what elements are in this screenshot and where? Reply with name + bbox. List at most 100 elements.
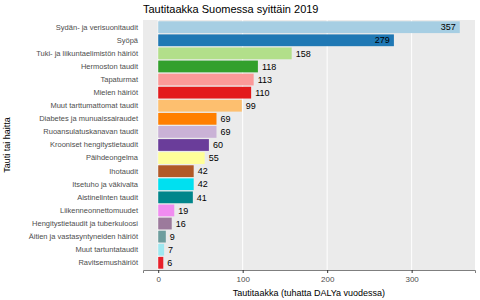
y-tick-label: Muut tartuntataudit [75, 245, 138, 254]
bar [158, 74, 253, 86]
y-tick: Sydän- ja verisuonitaudit [56, 23, 139, 32]
y-tick: Päihdeongelma [86, 153, 139, 162]
y-tick: Muut tarttumattomat taudit [50, 101, 138, 110]
y-tick: Ravitsemushäiriöt [78, 258, 139, 267]
data-label: 113 [258, 75, 272, 85]
bar [158, 47, 291, 59]
bar [158, 152, 204, 164]
grid-line [327, 20, 328, 270]
bar [158, 178, 193, 190]
x-axis-line [144, 271, 476, 274]
grid-line [411, 20, 412, 270]
data-label: 158 [296, 49, 311, 59]
y-tick-label: Äitien ja vastasyntyneiden häiriöt [29, 232, 139, 241]
bars [158, 21, 460, 268]
x-tick-label: 100 [237, 275, 251, 284]
data-label: 42 [198, 166, 208, 176]
x-tick-mark [327, 270, 328, 273]
y-tick: Itsetuho ja väkivalta [72, 180, 139, 189]
bar [158, 165, 193, 177]
data-label: 55 [209, 153, 219, 163]
y-tick: Hermoston taudit [81, 62, 139, 71]
y-tick-label: Mielen häiriöt [93, 88, 139, 97]
y-tick: Äitien ja vastasyntyneiden häiriöt [29, 232, 139, 241]
y-tick-label: Sydän- ja verisuonitaudit [56, 23, 139, 32]
x-tick-label: 300 [405, 275, 419, 284]
bar [158, 218, 172, 230]
y-tick-label: Krooniset hengitystietaudit [50, 140, 139, 149]
y-tick: Tuki- ja liikuntaelimistön häiriöt [36, 49, 139, 58]
y-tick-label: Ruoansulatuskanavan taudit [43, 127, 139, 136]
y-tick: Syöpä [117, 36, 139, 45]
x-tick: 100 [237, 270, 251, 284]
bar [158, 205, 174, 217]
data-label: 69 [220, 114, 230, 124]
data-label: 69 [220, 127, 230, 137]
bar [158, 34, 394, 46]
y-tick-label: Liikenneonnettomuudet [60, 206, 139, 215]
bar [158, 87, 251, 99]
chart-title: Tautitaakka Suomessa syittäin 2019 [143, 3, 319, 15]
y-tick-label: Syöpä [117, 36, 139, 45]
y-tick: Aistinelinten taudit [77, 193, 139, 202]
y-tick-label: Diabetes ja munuaissairaudet [39, 114, 139, 123]
bar [158, 61, 258, 73]
y-tick-label: Tuki- ja liikuntaelimistön häiriöt [36, 49, 139, 58]
x-axis: 0 100 200 300 [144, 270, 476, 284]
data-label: 42 [198, 179, 208, 189]
x-tick-mark [243, 270, 244, 273]
data-label: 9 [170, 232, 175, 242]
y-tick: Hengitystietaudit ja tuberkuloosi [32, 219, 138, 228]
x-tick: 200 [321, 270, 335, 284]
y-tick: Ruoansulatuskanavan taudit [43, 127, 139, 136]
x-tick-mark [158, 270, 159, 273]
data-label: 110 [255, 88, 269, 98]
x-tick: 300 [405, 270, 419, 284]
grid [158, 20, 411, 270]
y-tick-label: Aistinelinten taudit [77, 193, 139, 202]
data-label: 7 [168, 245, 173, 255]
y-tick: Liikenneonnettomuudet [60, 206, 139, 215]
data-label: 41 [197, 193, 207, 203]
bar [158, 257, 163, 269]
x-tick-mark [412, 270, 413, 273]
x-tick: 0 [156, 270, 161, 284]
x-tick-label: 200 [321, 275, 335, 284]
data-label: 99 [246, 101, 256, 111]
bar [158, 231, 166, 243]
data-labels: 3572791581181131109969696055424241191697… [167, 22, 456, 268]
bar [158, 126, 216, 138]
y-axis-title: Tauti tai haitta [2, 117, 12, 173]
y-tick-label: Päihdeongelma [86, 153, 139, 162]
data-label: 19 [178, 206, 188, 216]
y-tick-label: Muut tarttumattomat taudit [50, 101, 138, 110]
bar [158, 244, 164, 256]
data-label: 118 [262, 62, 276, 72]
data-label: 16 [176, 219, 186, 229]
bar [158, 139, 209, 151]
y-tick-label: Hengitystietaudit ja tuberkuloosi [32, 219, 138, 228]
bar [158, 113, 216, 125]
y-tick-label: Hermoston taudit [81, 62, 139, 71]
y-tick: Muut tartuntataudit [75, 245, 138, 254]
y-tick-label: Tapaturmat [100, 75, 138, 84]
y-tick: Tapaturmat [100, 75, 138, 84]
bar [158, 21, 460, 33]
data-label: 357 [441, 22, 456, 32]
bar [158, 191, 193, 203]
data-label: 279 [375, 35, 390, 45]
y-tick: Krooniset hengitystietaudit [50, 140, 139, 149]
x-tick-label: 0 [156, 275, 161, 284]
x-axis-title: Tautitaakka (tuhatta DALYa vuodessa) [233, 288, 385, 298]
y-tick: Ihotaudit [109, 167, 139, 176]
data-label: 6 [167, 258, 172, 268]
y-tick-label: Itsetuho ja väkivalta [72, 180, 139, 189]
y-axis: Sydän- ja verisuonitaudit Syöpä Tuki- ja l… [29, 23, 139, 268]
y-tick-label: Ihotaudit [109, 167, 139, 176]
chart-container: 3572791581181131109969696055424241191697… [0, 0, 480, 300]
y-tick-label: Ravitsemushäiriöt [78, 258, 139, 267]
data-label: 60 [213, 140, 223, 150]
bar [158, 100, 242, 112]
panel-background [143, 20, 475, 270]
plot-area: 3572791581181131109969696055424241191697… [29, 20, 476, 284]
